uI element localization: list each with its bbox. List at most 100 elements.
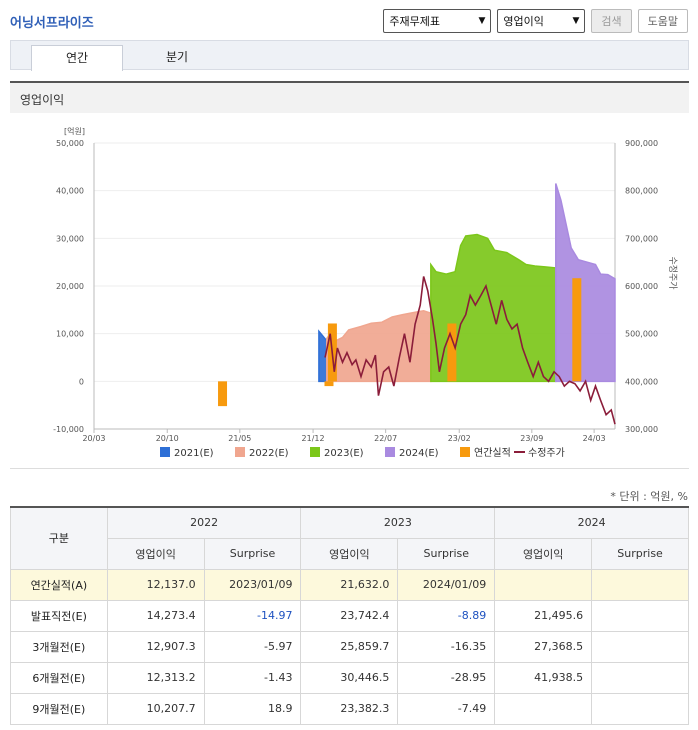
actual-bar: [572, 278, 582, 382]
y-right-tick-label: 700,000: [625, 234, 658, 243]
chart-area: 50,000 40,000 30,000 20,000 10,000 0 -10,000 90…: [10, 113, 689, 469]
x-tick-label: 20/03: [82, 434, 105, 443]
table-cell: -14.97: [203, 599, 302, 632]
table-cell: 14,273.4: [106, 599, 205, 632]
year-header: 2022: [106, 506, 302, 539]
x-tick-label: 21/05: [228, 434, 251, 443]
table-cell: 2023/01/09: [203, 568, 302, 601]
row-label: 연간실적(A): [10, 568, 108, 601]
table-cell: -5.97: [203, 630, 302, 663]
table-cell: [494, 568, 593, 601]
unit-note: * 단위 : 억원, %: [610, 490, 688, 503]
help-button[interactable]: 도움말: [637, 9, 688, 33]
table-row: 6개월전(E) 12,313.2 -1.43 30,446.5 -28.95 41,938…: [10, 661, 689, 694]
table-cell: 21,632.0: [300, 568, 399, 601]
operating-profit-chart: 50,000 40,000 30,000 20,000 10,000 0 -10,000 90…: [53, 126, 678, 459]
estimate-area-2023e: [430, 233, 557, 383]
x-tick-label: 23/02: [448, 434, 471, 443]
tab-annual[interactable]: 연간: [31, 45, 123, 71]
row-label: 3개월전(E): [10, 630, 108, 663]
y-right-tick-label: 600,000: [625, 282, 658, 291]
table-cell: [591, 599, 689, 632]
estimate-table: 구분 2022 2023 2024 영업이익 Surprise 영업이익 Surpri…: [10, 506, 689, 725]
actual-bar: [218, 381, 228, 407]
table-cell: -1.43: [203, 661, 302, 694]
legend-label: 2021(E): [174, 448, 214, 459]
y-left-tick-label: 20,000: [56, 282, 84, 291]
legend-swatch: [160, 447, 170, 457]
table-row: 연간실적(A) 12,137.0 2023/01/09 21,632.0 2024/01…: [10, 568, 689, 601]
x-tick-label: 20/10: [156, 434, 179, 443]
y-right-label: 수정주가: [667, 256, 678, 289]
table-cell: 18.9: [203, 692, 302, 725]
table-cell: 23,382.3: [300, 692, 399, 725]
item-value: 영업이익: [503, 15, 544, 28]
y-left-unit: [억원]: [64, 126, 85, 136]
row-label: 9개월전(E): [10, 692, 108, 725]
table-cell: 12,313.2: [106, 661, 205, 694]
y-left-tick-label: -10,000: [53, 425, 84, 434]
legend-label: 2024(E): [399, 448, 439, 459]
y-right-tick-label: 300,000: [625, 425, 658, 434]
subheader-surprise: Surprise: [591, 537, 689, 570]
row-label: 발표직전(E): [10, 599, 108, 632]
y-left-tick-label: 0: [79, 377, 84, 386]
x-tick-label: 23/09: [520, 434, 543, 443]
y-right-tick-label: 500,000: [625, 330, 658, 339]
table-cell: 10,207.7: [106, 692, 205, 725]
x-tick-label: 22/07: [374, 434, 397, 443]
estimate-area-2024e: [555, 183, 616, 383]
legend-label: 수정주가: [528, 447, 565, 459]
subheader-surprise: Surprise: [203, 537, 302, 570]
table-cell: -28.95: [397, 661, 496, 694]
item-select[interactable]: 영업이익 ▼: [497, 9, 586, 33]
table-cell: 21,495.6: [494, 599, 593, 632]
legend-swatch: [235, 447, 245, 457]
table-cell: 2024/01/09: [397, 568, 496, 601]
company-title: 어닝서프라이즈: [10, 16, 94, 31]
report-type-select[interactable]: 주재무제표 ▼: [383, 9, 492, 33]
y-right-tick-label: 900,000: [625, 139, 658, 148]
table-row: 9개월전(E) 10,207.7 18.9 23,382.3 -7.49: [10, 692, 689, 725]
x-tick-label: 21/12: [302, 434, 325, 443]
tab-quarterly[interactable]: 분기: [165, 50, 189, 64]
table-cell: -16.35: [397, 630, 496, 663]
table-row: 발표직전(E) 14,273.4 -14.97 23,742.4 -8.89 21,495…: [10, 599, 689, 632]
search-button[interactable]: 검색: [591, 9, 632, 33]
y-left-tick-label: 40,000: [56, 187, 84, 196]
table-cell: [591, 630, 689, 663]
col-header: 구분: [10, 506, 108, 570]
panel-title: 영업이익: [10, 81, 689, 113]
actual-bar: [447, 323, 457, 382]
table-cell: [591, 692, 689, 725]
price-line: [324, 276, 616, 425]
chevron-down-icon: ▼: [572, 16, 580, 26]
table-cell: -7.49: [397, 692, 496, 725]
table-cell: 25,859.7: [300, 630, 399, 663]
table-cell: 23,742.4: [300, 599, 399, 632]
subheader-surprise: Surprise: [397, 537, 496, 570]
legend-label: 2023(E): [324, 448, 364, 459]
table-cell: -8.89: [397, 599, 496, 632]
x-tick-label: 24/03: [583, 434, 606, 443]
actual-bar: [324, 381, 334, 387]
subheader-profit: 영업이익: [300, 537, 399, 570]
table-cell: [591, 661, 689, 694]
period-tabs: 연간 분기: [10, 40, 689, 71]
legend-swatch: [460, 447, 470, 457]
toolbar: 주재무제표 ▼ 영업이익 ▼ 검색 도움말: [383, 9, 688, 33]
legend-swatch: [385, 447, 395, 457]
table-row: 3개월전(E) 12,907.3 -5.97 25,859.7 -16.35 27,368…: [10, 630, 689, 663]
subheader-profit: 영업이익: [494, 537, 593, 570]
table-cell: 12,907.3: [106, 630, 205, 663]
table-cell: 12,137.0: [106, 568, 205, 601]
table-cell: 30,446.5: [300, 661, 399, 694]
chevron-down-icon: ▼: [478, 16, 486, 26]
table-cell: 27,368.5: [494, 630, 593, 663]
legend-swatch: [310, 447, 320, 457]
row-label: 6개월전(E): [10, 661, 108, 694]
y-left-tick-label: 50,000: [56, 139, 84, 148]
year-header: 2023: [300, 506, 496, 539]
y-left-tick-label: 10,000: [56, 330, 84, 339]
table-cell: [494, 692, 593, 725]
